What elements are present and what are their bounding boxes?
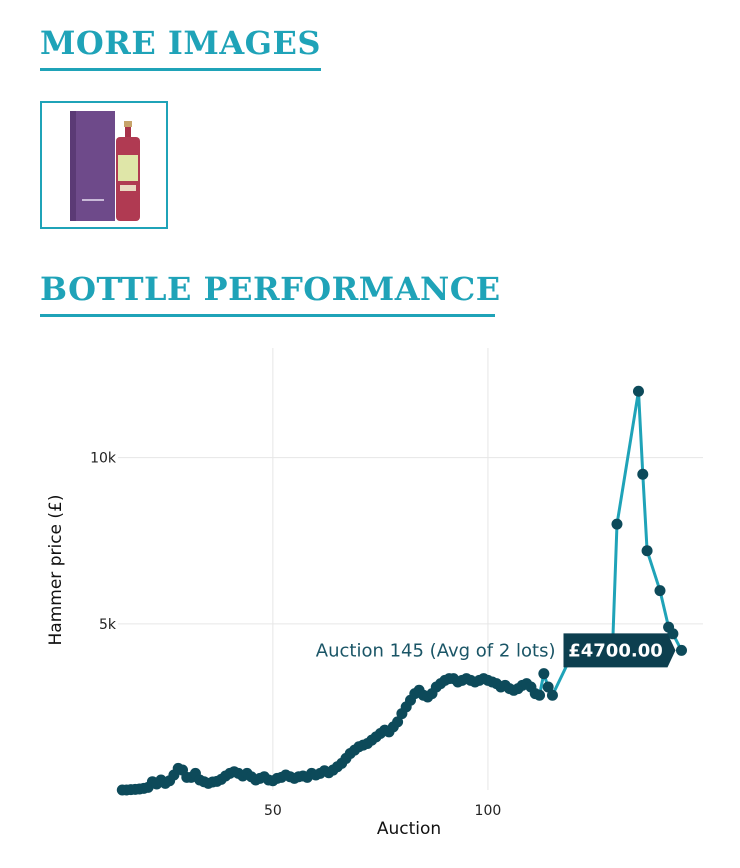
tooltip-box <box>563 633 676 668</box>
more-images-underline <box>40 68 321 71</box>
hover-tooltip: £4700.00 Auction 145 (Avg of 2 lots) <box>316 633 676 668</box>
data-point[interactable] <box>542 681 554 693</box>
x-tick-label: 100 <box>475 803 502 819</box>
price-points <box>116 385 687 796</box>
more-images-heading: MORE IMAGES <box>40 24 321 62</box>
data-point[interactable] <box>392 716 404 728</box>
price-series-line <box>122 389 683 792</box>
data-point[interactable] <box>538 668 550 680</box>
y-tick-label: 10k <box>90 451 117 467</box>
bottle-image <box>42 103 166 227</box>
data-point[interactable] <box>641 545 653 557</box>
data-point[interactable] <box>611 518 623 530</box>
data-point[interactable] <box>637 468 649 480</box>
data-point[interactable] <box>632 385 644 397</box>
data-point[interactable] <box>546 689 558 701</box>
bottle-performance-heading: BOTTLE PERFORMANCE <box>40 270 501 308</box>
bottle-performance-underline <box>40 314 495 317</box>
data-point[interactable] <box>675 644 687 656</box>
tooltip-label: Auction 145 (Avg of 2 lots) <box>316 640 556 661</box>
chart-axes: 50 100 5k 10k <box>90 451 501 819</box>
chart-grid <box>118 348 703 790</box>
bottle-thumbnail[interactable] <box>40 101 168 229</box>
performance-chart[interactable]: 50 100 5k 10k £4700.00 Auction 145 (Avg of 2… <box>0 330 740 868</box>
data-point[interactable] <box>534 689 546 701</box>
data-point[interactable] <box>667 628 679 640</box>
y-axis-title: Hammer price (£) <box>46 495 66 646</box>
y-tick-label: 5k <box>99 617 117 633</box>
x-tick-label: 50 <box>264 803 282 819</box>
data-point[interactable] <box>654 585 666 597</box>
x-axis-title: Auction <box>377 819 441 839</box>
tooltip-value: £4700.00 <box>568 640 663 661</box>
